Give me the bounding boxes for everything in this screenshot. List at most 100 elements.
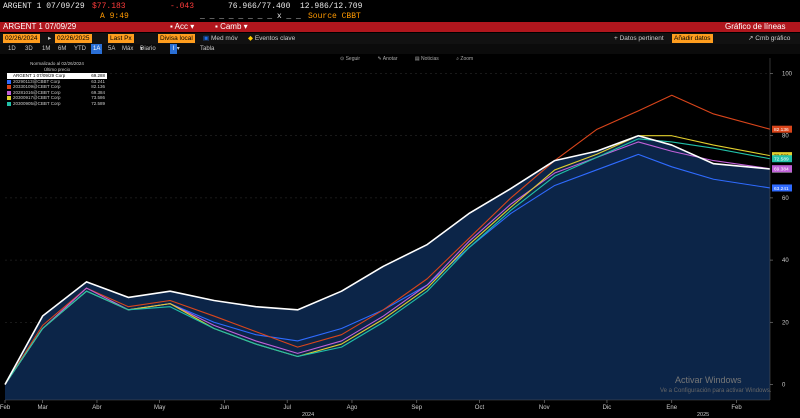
legend-swatch	[7, 96, 11, 101]
actions-menu[interactable]: ▪ Acc ▾	[170, 22, 195, 31]
date-separator: ▸	[48, 35, 52, 42]
key-events-toggle[interactable]: ◆ Eventos clave	[248, 35, 296, 42]
last-value-label: 69.384	[774, 167, 789, 173]
x-tick-label: Oct	[475, 405, 485, 411]
x-tick-label: Feb	[0, 405, 11, 411]
legend-series-value: 63.241	[91, 78, 105, 84]
y-tick-label: 80	[782, 134, 789, 140]
legend-series-value: 82.136	[91, 84, 105, 90]
chart-toolbar: ⊙ Seguir ✎ Anotar ▤ Noticias ⌕ Zoom	[340, 56, 489, 62]
date-to-field[interactable]: 02/26/2025	[55, 34, 92, 43]
legend-series-name: ARGENT 1 07/09/29 Corp	[13, 73, 66, 78]
relevant-data-button[interactable]: + Datos pertinent	[614, 35, 664, 42]
range-max[interactable]: Máx	[122, 46, 134, 52]
legend-series-name: 20300905@CBBT Corp	[13, 100, 61, 106]
change-chart-button[interactable]: ↗ Cmb gráfico	[748, 35, 791, 42]
last-value-badge	[772, 155, 792, 163]
currency-select[interactable]: Divisa local	[158, 34, 195, 43]
table-button[interactable]: Tabla	[200, 46, 215, 52]
x-tick-label: Abr	[92, 405, 101, 411]
last-value-label: 72.589	[774, 157, 789, 163]
news-button[interactable]: ▤ Noticias	[414, 56, 439, 62]
x-tick-label: Sep	[411, 405, 422, 411]
legend-entry[interactable]: 20300917@CBBT Corp 73.586	[7, 95, 107, 101]
change-menu[interactable]: ▪ Camb ▾	[215, 22, 248, 31]
x-year-label: 2024	[302, 412, 314, 418]
legend-series-name: 20290113@CBBT Corp	[13, 78, 61, 84]
range-1a[interactable]: 1A	[91, 44, 103, 54]
x-tick-label: May	[154, 405, 165, 411]
zoom-button[interactable]: ⌕ Zoom	[456, 56, 474, 62]
windows-activation-title: Activar Windows	[675, 375, 742, 385]
legend-swatch	[7, 79, 11, 84]
legend-swatch	[7, 90, 11, 95]
legend-swatch	[7, 101, 11, 106]
quote-bar: ARGENT 1 07/09/29 $77.183 -.043 76.966/7…	[0, 0, 800, 22]
legend-entry[interactable]: ARGENT 1 07/09/29 Corp 69.288	[7, 73, 107, 79]
ticker-label[interactable]: ARGENT 1 07/09/29	[3, 2, 85, 11]
x-tick-label: Mar	[37, 405, 47, 411]
history-strip: _ _ _ _ _ _ _ _ x _ _	[200, 12, 301, 21]
x-tick-label: Nov	[539, 405, 550, 411]
date-from-field[interactable]: 02/26/2024	[3, 34, 40, 43]
legend-swatch	[7, 74, 11, 78]
last-value-badge	[772, 165, 792, 173]
legend-swatch	[7, 85, 11, 90]
range-6m[interactable]: 6M	[58, 46, 67, 52]
command-ticker[interactable]: ARGENT 1 07/09/29	[3, 22, 77, 31]
legend-series-value: 73.586	[91, 95, 105, 101]
legend-entry[interactable]: 20300905@CBBT Corp 72.589	[7, 101, 107, 107]
series-line	[4, 94, 771, 385]
range-1m[interactable]: 1M	[42, 46, 51, 52]
range-ytd[interactable]: YTD	[74, 46, 86, 52]
legend-series-value: 69.384	[91, 89, 105, 95]
range-5a[interactable]: 5A	[108, 46, 116, 52]
range-bar: 1D 3D 1M 6M YTD 1A 5A Máx Diario ▾ ⌇ ⊞ ▾…	[0, 44, 800, 54]
annotate-button[interactable]: ✎ Anotar	[377, 56, 398, 62]
y-tick-label: 0	[782, 382, 786, 388]
source-label: Source CBBT	[308, 12, 361, 21]
quote-time: A 9:49	[100, 12, 129, 21]
legend-entry[interactable]: 20290113@CBBT Corp 63.241	[7, 79, 107, 85]
chart-type-title: Gráfico de líneas	[725, 22, 786, 31]
moving-average-toggle[interactable]: ▣ Med móv	[203, 35, 238, 42]
x-tick-label: Jul	[283, 405, 291, 411]
series-line	[4, 134, 771, 385]
chart-settings-bar: 02/26/2024 ▸ 02/26/2025 Last Px Divisa l…	[0, 33, 800, 44]
x-tick-label: Jun	[220, 405, 230, 411]
range-3d[interactable]: 3D	[25, 46, 33, 52]
last-value-badge	[772, 125, 792, 133]
x-tick-label: Ago	[347, 405, 358, 411]
price-field-select[interactable]: Last Px	[108, 34, 134, 43]
y-tick-label: 60	[782, 196, 789, 202]
y-tick-label: 100	[782, 72, 793, 78]
series-line	[4, 138, 771, 385]
legend-last-price-label: Último precio	[43, 67, 71, 72]
last-price: $77.183	[92, 2, 126, 11]
x-tick-label: Ene	[666, 405, 677, 411]
spread-values: 12.986/12.709	[300, 2, 363, 11]
y-tick-label: 20	[782, 320, 789, 326]
x-year-label: 2025	[697, 412, 709, 418]
area-fill	[5, 135, 770, 400]
follow-button[interactable]: ⊙ Seguir	[340, 56, 361, 62]
y-tick-label: 40	[782, 258, 789, 264]
legend-normalized-label: Normalizado al 02/26/2024	[30, 61, 84, 66]
legend-series-value: 69.288	[91, 73, 105, 78]
x-tick-label: Dic	[603, 405, 612, 411]
line-chart[interactable]: 02040608010069.28863.24182.13669.38473.5…	[0, 54, 800, 418]
command-bar: ARGENT 1 07/09/29 ▪ Acc ▾ ▪ Camb ▾ Gráfi…	[0, 22, 800, 32]
legend-entry[interactable]: 20330109@CBBT Corp 82.136	[7, 84, 107, 90]
legend-entry[interactable]: 20281016@CBBT Corp 69.384	[7, 90, 107, 96]
legend-series-name: 20330109@CBBT Corp	[13, 84, 61, 90]
range-1d[interactable]: 1D	[8, 46, 16, 52]
legend-series-value: 72.589	[91, 100, 105, 106]
windows-activation-subtitle: Ve a Configuración para activar Windows.	[660, 388, 772, 394]
bid-ask: 76.966/77.400	[228, 2, 291, 11]
price-change: -.043	[170, 2, 195, 11]
interval-select[interactable]: Diario ▾	[140, 46, 156, 52]
chart-legend: Normalizado al 02/26/2024 Último precio …	[5, 60, 109, 108]
chart-style-icons[interactable]: ⌇ ⊞ ▾	[170, 44, 180, 54]
add-data-field[interactable]: Añadir datos	[672, 34, 713, 43]
legend-series-name: 20300917@CBBT Corp	[13, 95, 61, 101]
